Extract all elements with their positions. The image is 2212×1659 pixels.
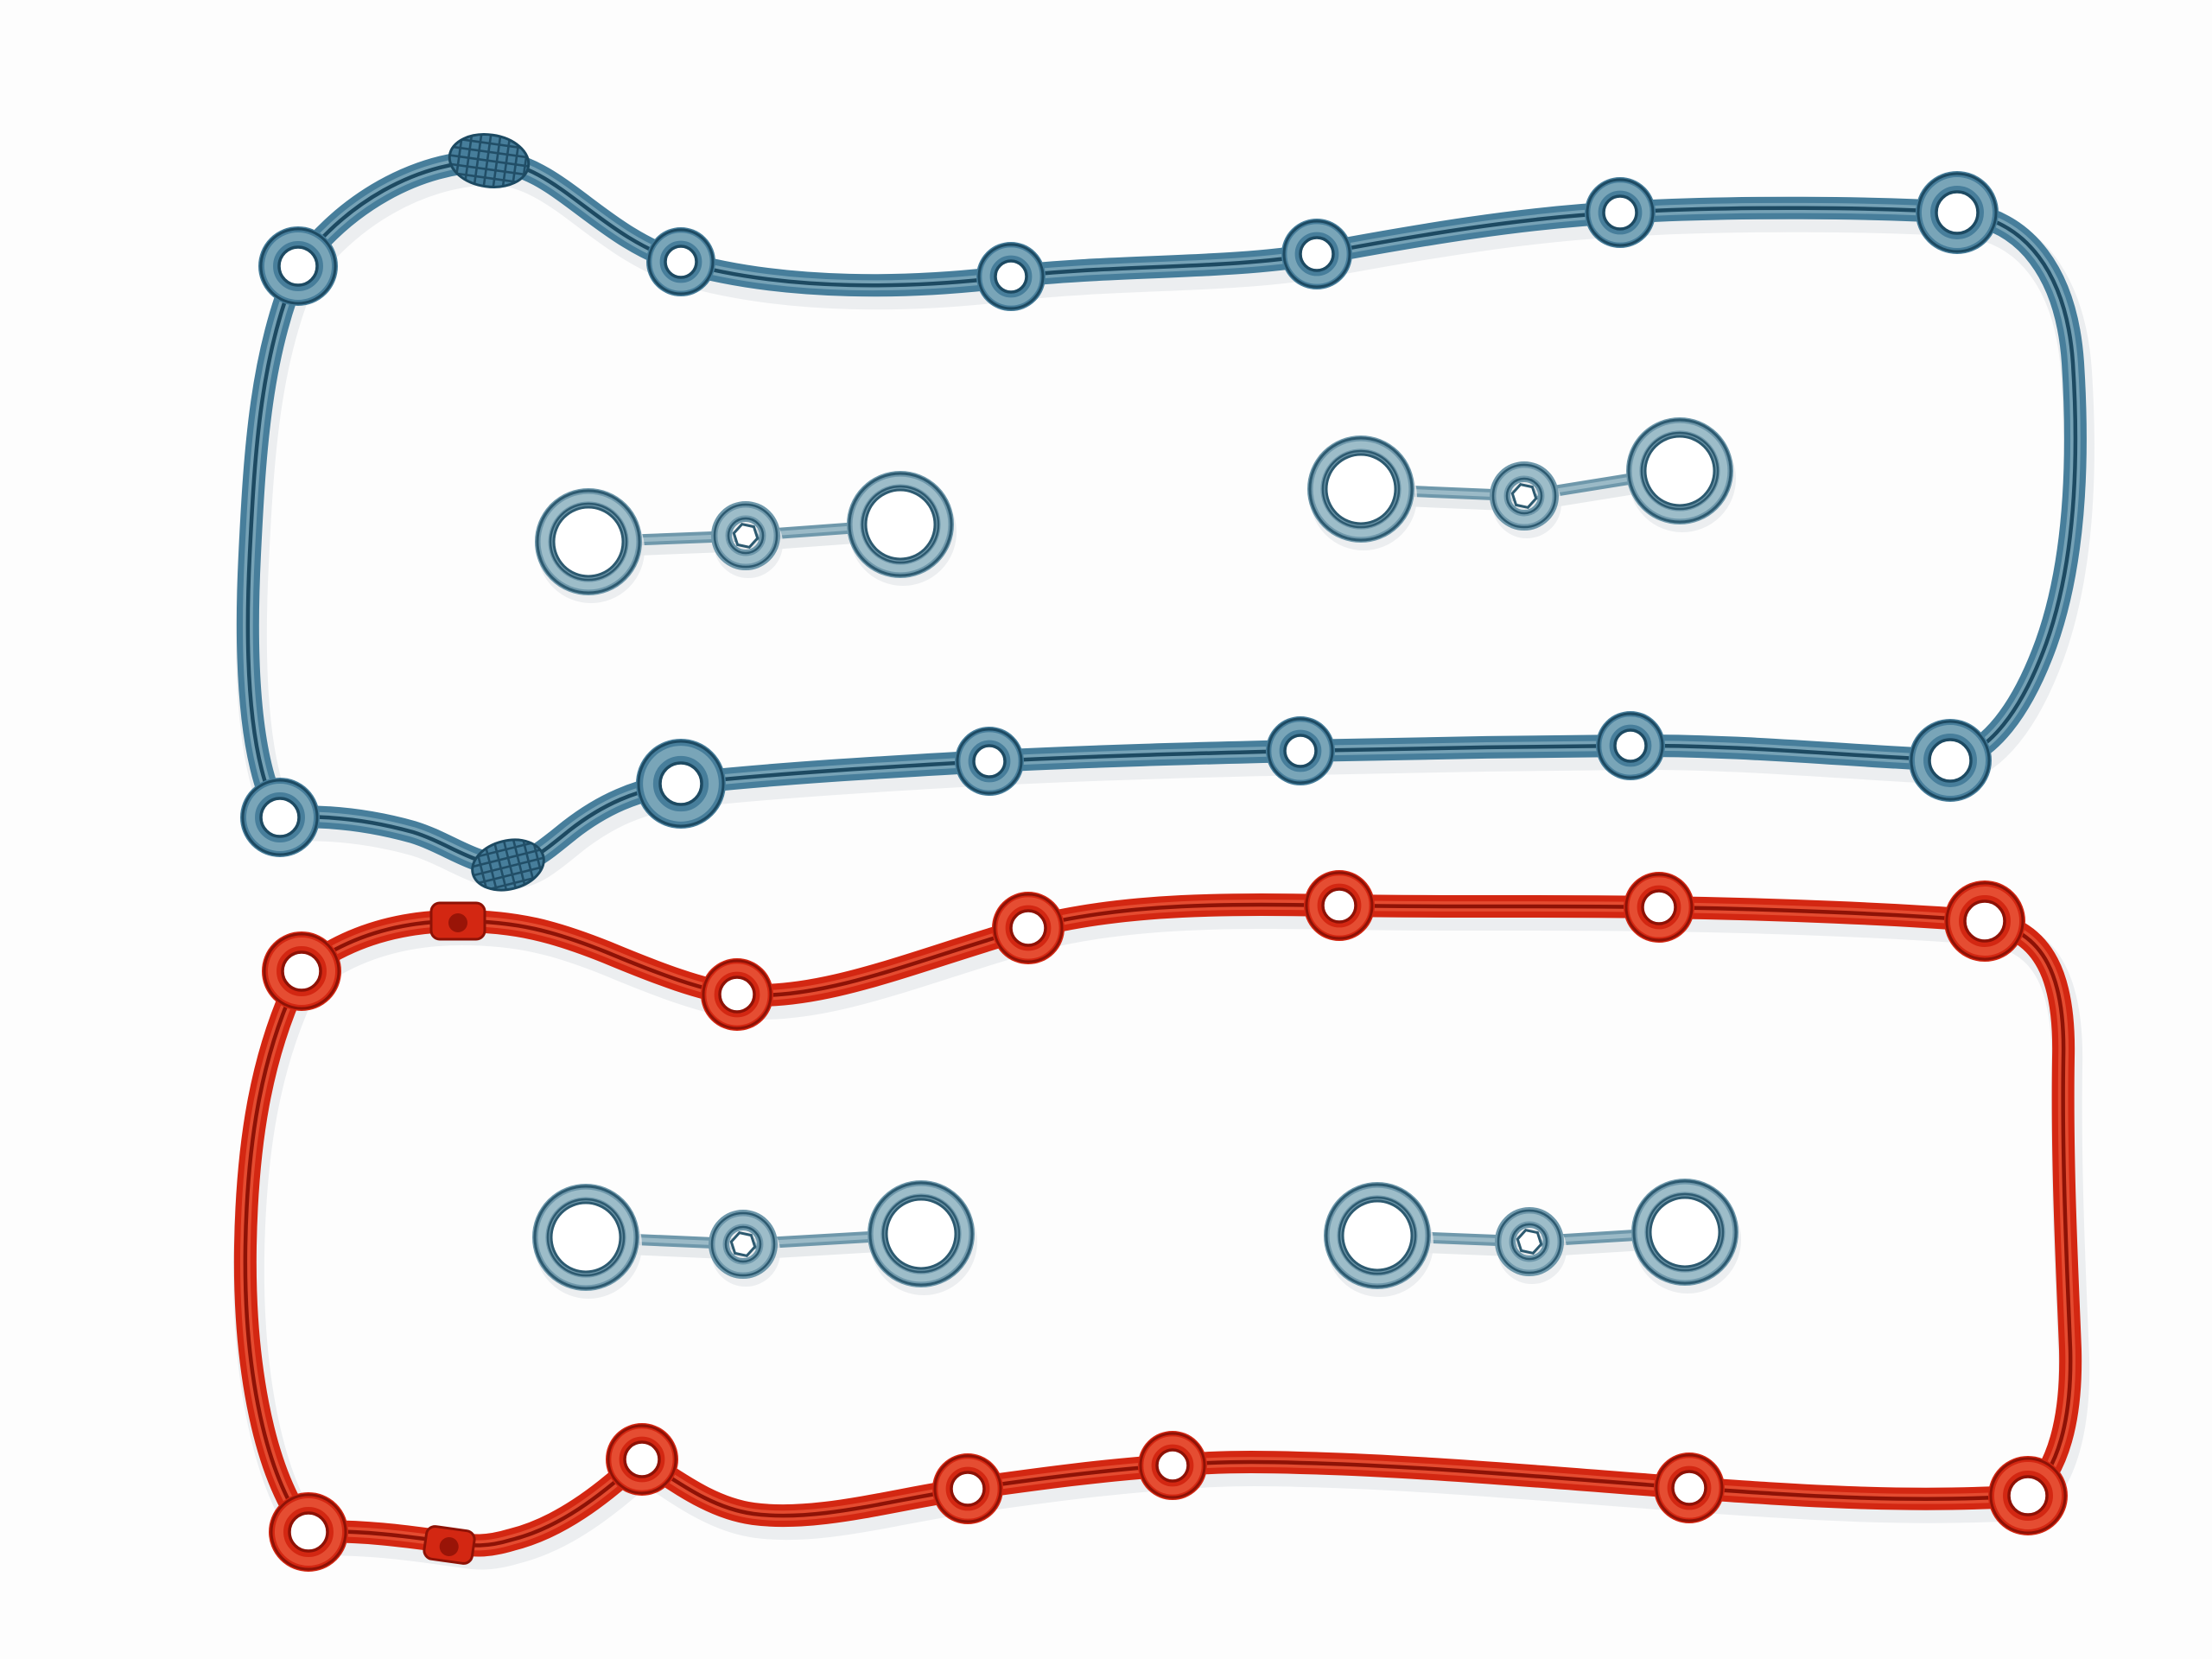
spark-plug-tube-seal-set-3 <box>532 1180 977 1299</box>
hex-hole <box>732 523 760 549</box>
bolt-hole <box>1909 719 1992 802</box>
bolt-hole <box>1138 1431 1207 1500</box>
tube-seal-ring-large <box>535 488 645 603</box>
crosshatch-tab <box>467 832 549 898</box>
blue-valve-cover-gasket <box>235 129 2094 898</box>
bolt-hole <box>606 1423 678 1496</box>
bolt-hole <box>955 727 1024 796</box>
alignment-tab <box>423 1525 476 1565</box>
tube-seal-ring-large <box>1626 417 1736 532</box>
tube-seal-ring-large <box>1324 1182 1433 1297</box>
tube-seal-ring-large <box>847 471 957 586</box>
red-valve-cover-gasket <box>232 870 2090 1572</box>
bolt-hole <box>1266 716 1335 785</box>
tube-seal-ring-large <box>1631 1179 1741 1294</box>
bolt-hole <box>1944 880 2025 962</box>
bolt-hole <box>1624 872 1694 943</box>
bolt-hole <box>1988 1456 2068 1535</box>
alignment-tab <box>429 901 486 941</box>
tube-seal-ring-large <box>1307 435 1417 550</box>
bolt-hole <box>1304 870 1375 941</box>
tube-seal-ring-small <box>1495 1207 1567 1284</box>
bolt-hole <box>932 1453 1003 1524</box>
bolt-hole <box>1916 171 1999 254</box>
bolt-hole <box>258 226 338 306</box>
bolt-hole <box>1585 177 1656 248</box>
bolt-hole <box>1596 711 1665 780</box>
spark-plug-tube-seal-set-2 <box>1307 417 1736 550</box>
spark-plug-tube-seal-set-4 <box>1324 1179 1741 1297</box>
bolt-hole <box>240 778 320 857</box>
bolt-hole <box>269 1492 348 1572</box>
tube-seal-ring-small <box>711 501 783 578</box>
tube-seal-ring-small <box>1490 461 1561 538</box>
bolt-hole <box>636 739 726 829</box>
bolt-hole <box>262 931 341 1011</box>
hex-hole <box>1516 1229 1543 1255</box>
bolt-hole <box>1281 219 1352 289</box>
hex-hole <box>729 1231 757 1257</box>
spark-plug-tube-seal-set-1 <box>535 471 957 603</box>
tube-seal-ring-large <box>868 1180 977 1295</box>
bolt-hole <box>992 892 1065 964</box>
hex-hole <box>1510 483 1538 509</box>
bolt-hole <box>701 958 773 1031</box>
bolt-hole <box>646 227 715 296</box>
bolt-hole <box>976 242 1046 311</box>
tube-seal-ring-large <box>532 1184 642 1299</box>
tube-seal-ring-small <box>709 1210 780 1287</box>
bolt-hole <box>1654 1452 1725 1523</box>
